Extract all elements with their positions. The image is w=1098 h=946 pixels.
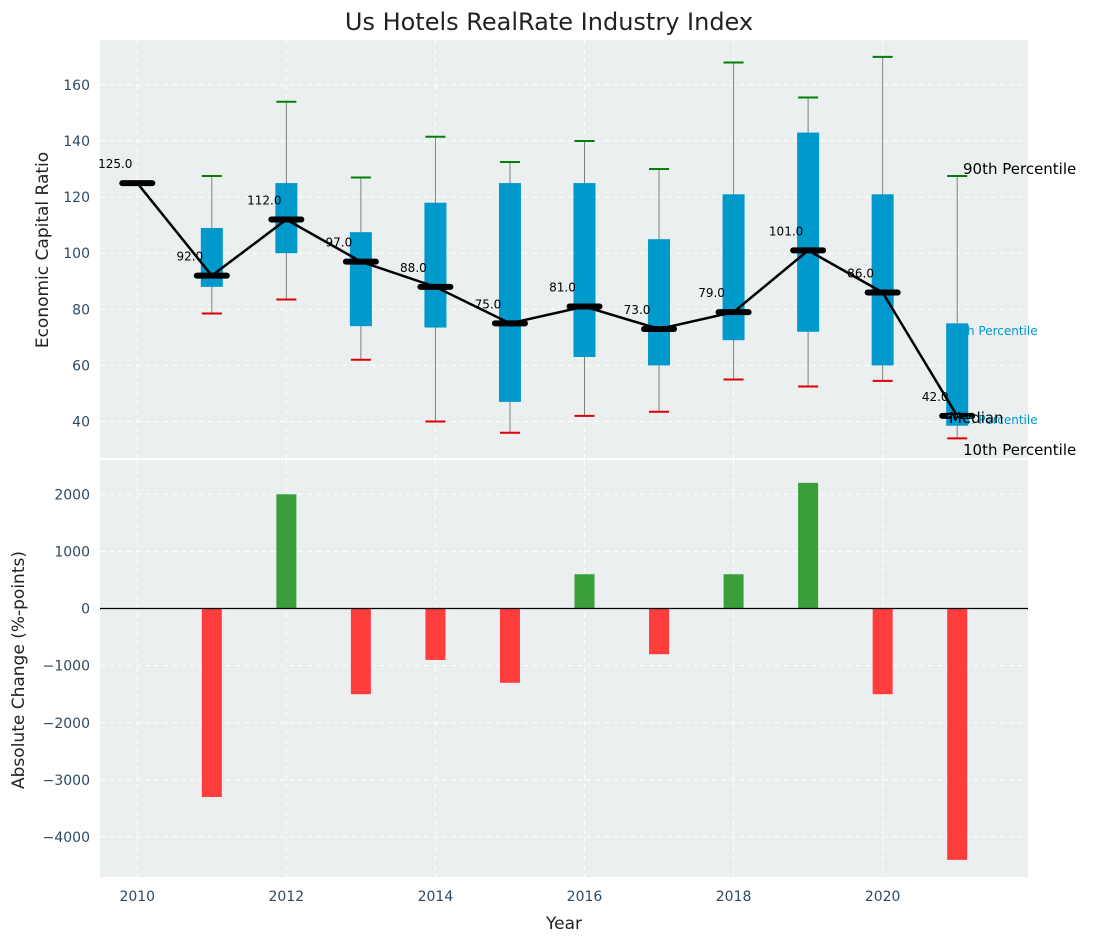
iqr-box bbox=[424, 202, 447, 328]
bar-positive bbox=[723, 574, 744, 609]
bottom-y-tick-label: 1000 bbox=[54, 544, 90, 560]
x-tick-label: 2010 bbox=[119, 889, 155, 905]
bottom-y-tick-label: −4000 bbox=[43, 830, 90, 846]
top-y-axis-label: Economic Capital Ratio bbox=[33, 152, 53, 348]
top-y-tick-label: 80 bbox=[72, 302, 90, 318]
x-tick-label: 2014 bbox=[418, 889, 454, 905]
bottom-panel: 2010 2012 2014 2016 2018 2020 −4000 −3000 −2000 −… bbox=[43, 460, 1028, 905]
iqr-box bbox=[648, 239, 671, 366]
median-value-label: 92.0 bbox=[176, 250, 203, 264]
top-y-tick-label: 120 bbox=[63, 190, 90, 206]
bar-positive bbox=[798, 482, 819, 609]
chart-title: Us Hotels RealRate Industry Index bbox=[345, 8, 753, 36]
x-tick-label: 2016 bbox=[567, 889, 603, 905]
bar-negative bbox=[201, 608, 222, 798]
annotation-p75: 75th Percentile bbox=[947, 324, 1038, 338]
bar-negative bbox=[499, 608, 520, 683]
top-panel: 40 60 80 100 120 140 160 125.0 92.0 112.0 97.0 88.0… bbox=[63, 40, 1028, 458]
iqr-box bbox=[349, 232, 372, 327]
median-value-label: 73.0 bbox=[624, 303, 651, 317]
bottom-y-tick-label: 2000 bbox=[54, 487, 90, 503]
x-tick-label: 2020 bbox=[865, 889, 901, 905]
x-tick-label: 2018 bbox=[716, 889, 752, 905]
x-axis-label: Year bbox=[545, 914, 582, 934]
median-value-label: 75.0 bbox=[475, 297, 502, 311]
top-y-tick-label: 100 bbox=[63, 246, 90, 262]
bottom-y-tick-label: 0 bbox=[81, 602, 90, 618]
iqr-box bbox=[722, 194, 745, 341]
median-value-label: 81.0 bbox=[549, 281, 576, 295]
annotation-p10: 10th Percentile bbox=[963, 441, 1076, 459]
bar-negative bbox=[649, 608, 670, 655]
median-value-label: 112.0 bbox=[247, 194, 281, 208]
iqr-box bbox=[946, 323, 969, 426]
median-trend-line bbox=[136, 182, 959, 417]
median-value-label: 101.0 bbox=[769, 224, 803, 238]
median-value-label: 125.0 bbox=[98, 157, 132, 171]
x-tick-label: 2012 bbox=[269, 889, 305, 905]
iqr-box bbox=[797, 132, 820, 332]
median-value-label: 97.0 bbox=[326, 236, 353, 250]
iqr-box bbox=[498, 183, 521, 402]
bar-negative bbox=[872, 608, 893, 695]
bar-negative bbox=[947, 608, 968, 860]
bar-negative bbox=[350, 608, 371, 695]
bar-positive bbox=[574, 574, 595, 609]
bottom-y-tick-label: −1000 bbox=[43, 659, 90, 675]
median-value-label: 42.0 bbox=[922, 390, 949, 404]
iqr-box bbox=[871, 194, 894, 366]
bottom-y-tick-label: −3000 bbox=[43, 773, 90, 789]
iqr-box bbox=[573, 183, 596, 358]
annotation-p90: 90th Percentile bbox=[963, 160, 1076, 178]
top-y-tick-label: 160 bbox=[63, 78, 90, 94]
bar-negative bbox=[425, 608, 446, 660]
top-y-tick-label: 140 bbox=[63, 134, 90, 150]
median-value-label: 88.0 bbox=[400, 261, 427, 275]
bar-positive bbox=[276, 494, 297, 609]
top-y-tick-label: 40 bbox=[72, 415, 90, 431]
annotation-median: Median bbox=[949, 409, 1004, 427]
annotation-p25: 25th Percentile bbox=[947, 413, 1038, 427]
top-y-tick-label: 60 bbox=[72, 358, 90, 374]
bottom-y-tick-label: −2000 bbox=[43, 716, 90, 732]
median-value-label: 79.0 bbox=[698, 286, 725, 300]
median-value-label: 86.0 bbox=[847, 266, 874, 280]
bottom-y-axis-label: Absolute Change (%-points) bbox=[9, 551, 29, 789]
